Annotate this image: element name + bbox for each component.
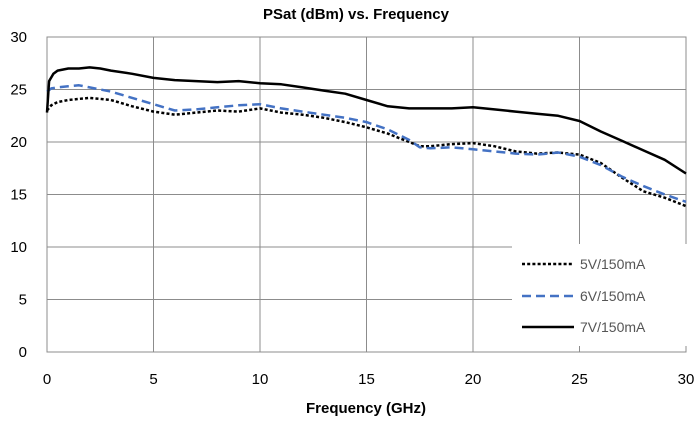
- legend-label: 5V/150mA: [580, 256, 646, 272]
- y-tick-label: 5: [19, 292, 27, 309]
- plot-area: [46, 36, 687, 353]
- y-tick-label: 25: [10, 82, 27, 99]
- y-axis-ticks: 0 5 10 15 20 25 30: [10, 29, 27, 361]
- x-tick-label: 25: [571, 371, 588, 388]
- y-tick-label: 0: [19, 344, 27, 361]
- legend-label: 7V/150mA: [580, 319, 646, 335]
- y-tick-label: 30: [10, 29, 27, 46]
- series-line-7v-150ma: [45, 66, 687, 175]
- grid-lines: [47, 37, 686, 352]
- x-tick-label: 15: [358, 371, 375, 388]
- x-tick-label: 5: [149, 371, 157, 388]
- x-axis-ticks: 0 5 10 15 20 25 30: [43, 371, 695, 388]
- y-tick-label: 20: [10, 134, 27, 151]
- x-tick-label: 30: [678, 371, 695, 388]
- legend-label: 6V/150mA: [580, 288, 646, 304]
- x-tick-label: 10: [252, 371, 269, 388]
- series-group: [45, 66, 687, 208]
- y-tick-label: 10: [10, 239, 27, 256]
- x-tick-label: 0: [43, 371, 51, 388]
- y-tick-label: 15: [10, 187, 27, 204]
- legend: 5V/150mA 6V/150mA 7V/150mA: [522, 256, 646, 335]
- series-line-5v-150ma: [46, 96, 687, 208]
- x-tick-label: 20: [465, 371, 482, 388]
- x-axis-title: Frequency (GHz): [306, 400, 426, 417]
- chart-title: PSat (dBm) vs. Frequency: [263, 6, 450, 23]
